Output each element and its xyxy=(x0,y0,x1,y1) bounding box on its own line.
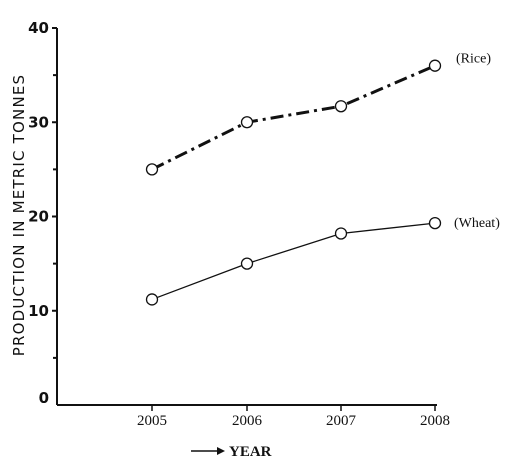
data-point xyxy=(240,116,254,129)
series-line-0 xyxy=(151,64,436,171)
data-point xyxy=(334,227,348,240)
series-label: (Wheat) xyxy=(454,216,500,231)
y-axis-label: PRODUCTION IN METRIC TONNES xyxy=(10,74,28,357)
data-point xyxy=(240,257,254,270)
series-line-1 xyxy=(151,222,436,301)
y-tick-label: 30 xyxy=(28,113,49,131)
series-points xyxy=(145,59,442,306)
data-point xyxy=(145,293,159,306)
y-tick-label: 20 xyxy=(28,208,49,226)
series-lines xyxy=(151,64,436,301)
x-tick-label: 2007 xyxy=(326,413,357,429)
data-point xyxy=(145,163,159,176)
series-labels: (Rice) (Wheat) xyxy=(454,52,500,231)
x-tick-group: 2005 2006 2007 2008 xyxy=(137,405,450,429)
data-point xyxy=(428,59,442,72)
y-tick-group: 0 10 20 30 40 xyxy=(28,19,57,407)
data-point xyxy=(428,216,442,230)
y-tick-label: 40 xyxy=(28,19,49,37)
x-tick-label: 2008 xyxy=(420,413,450,429)
x-tick-label: 2006 xyxy=(232,413,263,429)
y-tick-label: 0 xyxy=(39,389,49,407)
x-axis-label: YEAR xyxy=(229,444,272,460)
data-point xyxy=(334,100,348,113)
x-label-arrow-head xyxy=(217,447,225,455)
x-tick-label: 2005 xyxy=(137,413,167,429)
series-label: (Rice) xyxy=(456,52,491,67)
y-tick-label: 10 xyxy=(28,302,49,320)
